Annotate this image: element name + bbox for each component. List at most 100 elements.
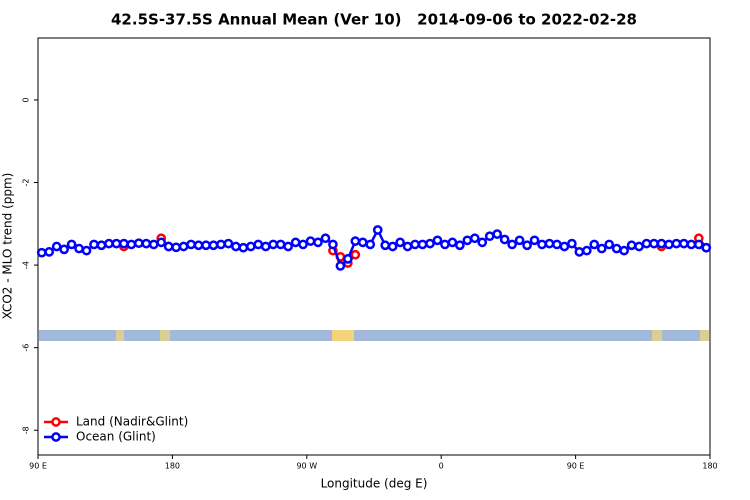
land-patch [652, 330, 662, 341]
point [163, 241, 174, 252]
land-patch [332, 330, 354, 341]
point [477, 237, 488, 248]
point [81, 245, 92, 256]
point [499, 234, 510, 245]
point [119, 238, 129, 249]
point [51, 241, 62, 252]
point [245, 241, 256, 252]
x-tick-label: 90 W [296, 462, 317, 471]
point [268, 239, 279, 250]
point [156, 237, 167, 248]
y-tick-label: -6 [22, 344, 31, 352]
point [574, 247, 585, 257]
point [111, 238, 122, 249]
point [36, 247, 47, 258]
point [313, 237, 323, 248]
point [537, 239, 547, 250]
point [260, 241, 271, 252]
y-axis-label: XCO2 - MLO trend (ppm) [1, 173, 15, 320]
point [529, 235, 540, 246]
point [581, 245, 592, 256]
point [380, 240, 391, 251]
point [395, 237, 405, 248]
point [193, 240, 204, 251]
y-tick-label: -8 [22, 426, 31, 434]
x-tick-label: 90 E [29, 462, 47, 471]
point [552, 239, 562, 250]
point [679, 238, 689, 249]
point [328, 239, 338, 250]
land-patch [700, 330, 709, 341]
point [686, 239, 697, 250]
point [201, 240, 211, 251]
legend-label: Land (Nadir&Glint) [76, 415, 188, 429]
x-axis-label: Longitude (deg E) [321, 477, 428, 491]
point [455, 240, 465, 251]
point [74, 243, 84, 254]
point [604, 239, 615, 250]
y-tick-label: -4 [22, 261, 31, 269]
point [320, 233, 331, 244]
point [231, 241, 241, 252]
point [305, 236, 316, 246]
point [96, 240, 107, 251]
point [701, 242, 712, 253]
point [133, 238, 144, 249]
point [238, 242, 249, 253]
point [664, 239, 674, 250]
point [89, 239, 99, 250]
point [343, 254, 353, 264]
point [275, 239, 286, 250]
point [66, 239, 77, 250]
point [104, 238, 114, 249]
point [208, 240, 219, 251]
x-tick-label: 180 [165, 462, 180, 471]
point [171, 242, 181, 253]
legend-marker [51, 417, 61, 427]
point [126, 239, 137, 250]
point [178, 241, 189, 252]
surface-mask-band [39, 330, 709, 341]
point [432, 235, 443, 246]
point [425, 238, 435, 249]
point [372, 225, 383, 235]
point [402, 241, 413, 252]
chart-title: 42.5S-37.5S Annual Mean (Ver 10) 2014-09… [111, 11, 637, 29]
x-tick-label: 0 [439, 462, 444, 471]
point [641, 238, 652, 249]
point [298, 239, 308, 250]
x-tick-label: 180 [702, 462, 717, 471]
point [335, 261, 346, 271]
point [357, 237, 368, 248]
point [619, 245, 629, 256]
point [589, 239, 600, 250]
point [522, 240, 532, 251]
point [216, 239, 226, 250]
point [253, 239, 264, 250]
point [693, 239, 704, 250]
point [350, 236, 361, 246]
point [59, 244, 69, 255]
point [611, 243, 622, 254]
point [141, 238, 152, 249]
point [634, 241, 644, 252]
point [469, 233, 480, 244]
point [365, 239, 376, 250]
point [462, 235, 473, 246]
point [417, 239, 428, 250]
point [290, 237, 301, 248]
point [649, 238, 659, 249]
land-patch [160, 330, 170, 341]
point [223, 238, 234, 249]
point [447, 237, 458, 248]
point [484, 231, 495, 242]
point [148, 239, 159, 250]
point [186, 239, 196, 250]
point [514, 235, 525, 246]
point [507, 239, 517, 250]
point [387, 241, 398, 252]
point [567, 238, 577, 249]
point [44, 247, 55, 257]
point [544, 238, 555, 249]
